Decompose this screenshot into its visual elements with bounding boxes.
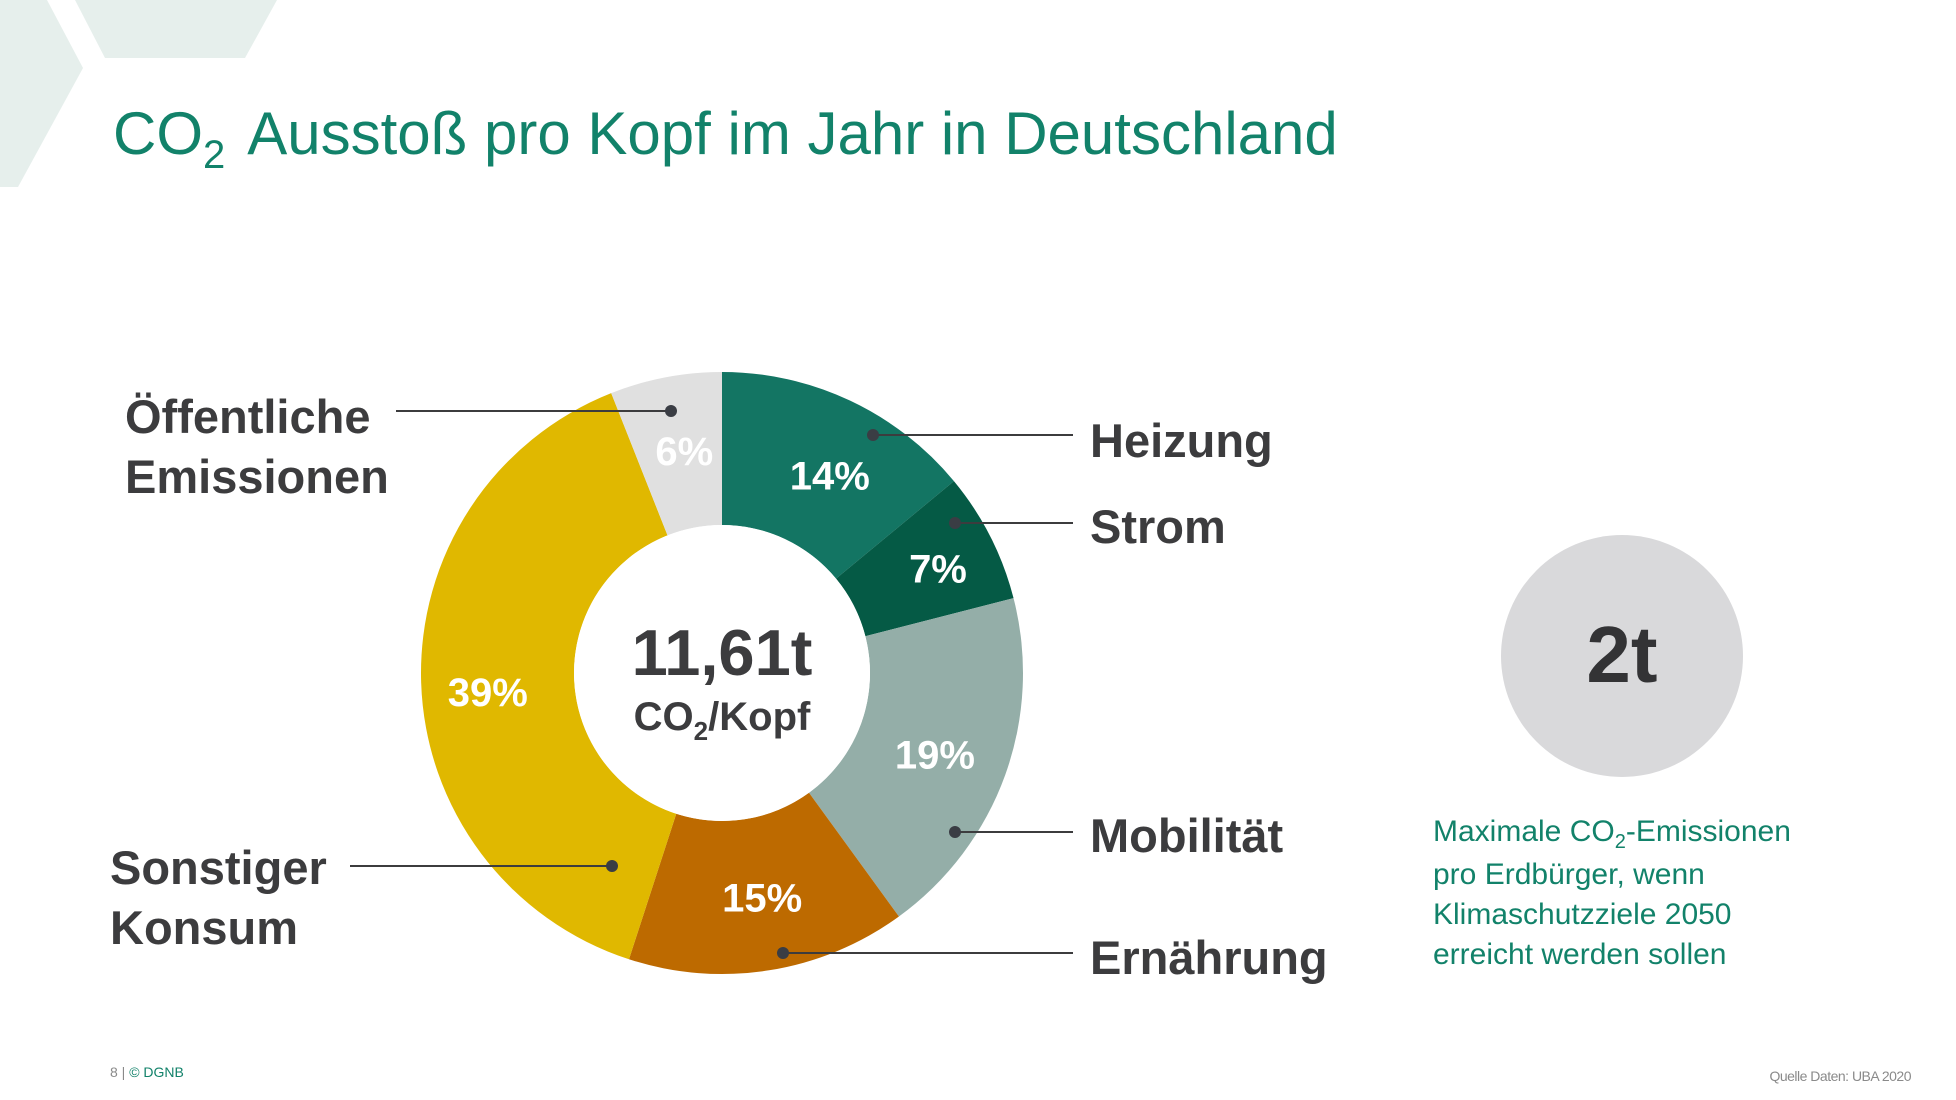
page-number: 8 | xyxy=(110,1064,126,1080)
leader-dot-strom xyxy=(949,517,961,529)
category-label-strom: Strom xyxy=(1090,497,1226,557)
total-value: 11,61t xyxy=(631,616,813,689)
copyright: © DGNB xyxy=(129,1064,184,1080)
category-label-line: Emissionen xyxy=(125,450,389,503)
goal-description: Maximale CO2-Emissionen pro Erdbürger, w… xyxy=(1433,812,1853,975)
source-note: Quelle Daten: UBA 2020 xyxy=(1769,1068,1911,1084)
value-label-mobilitat: 19% xyxy=(895,734,975,778)
category-label-sonstiger-konsum: Sonstiger Konsum xyxy=(110,838,327,958)
unit-co: CO xyxy=(633,695,694,739)
goal-circle xyxy=(1501,535,1743,777)
total-unit: CO2/Kopf xyxy=(572,694,872,746)
slice-sonstiger-konsum xyxy=(421,393,677,960)
category-label-offentliche-emissionen: Öffentliche Emissionen xyxy=(125,387,389,507)
decor-hexagons xyxy=(0,0,277,187)
title-subscript: 2 xyxy=(203,133,226,177)
leader-dot-heizung xyxy=(867,429,879,441)
page-title: CO2 Ausstoß pro Kopf im Jahr in Deutschla… xyxy=(113,98,1338,177)
slice-heizung xyxy=(722,372,954,579)
footer: 8 | © DGNB xyxy=(110,1064,184,1080)
slice-strom xyxy=(836,481,1014,637)
category-label-line: Mobilität xyxy=(1090,809,1284,862)
value-label-offentliche-emissionen: 6% xyxy=(655,430,713,474)
slice-mobilitat xyxy=(808,598,1023,917)
leader-dot-ernahrung xyxy=(777,947,789,959)
leader-dot-sonstiger-konsum xyxy=(606,860,618,872)
value-label-ernahrung: 15% xyxy=(722,876,802,920)
category-label-line: Öffentliche xyxy=(125,390,371,443)
leader-dot-mobilitat xyxy=(949,826,961,838)
leader-dot-offentliche-emissionen xyxy=(665,405,677,417)
slice-offentliche-emissionen xyxy=(611,372,722,536)
title-co: CO xyxy=(113,100,203,167)
unit-rest: /Kopf xyxy=(708,695,811,739)
title-rest: Ausstoß pro Kopf im Jahr in Deutschland xyxy=(247,100,1338,167)
donut-hole xyxy=(574,525,870,821)
value-label-heizung: 14% xyxy=(790,455,870,499)
hexagon-top xyxy=(75,0,277,58)
category-label-line: Sonstiger xyxy=(110,841,327,894)
goal-desc-line-1: Maximale CO2-Emissionen xyxy=(1433,815,1791,853)
hexagon-left xyxy=(0,0,83,187)
category-label-heizung: Heizung xyxy=(1090,411,1273,471)
category-label-line: Konsum xyxy=(110,901,298,954)
goal-desc-line-2: pro Erdbürger, wenn xyxy=(1433,858,1705,891)
category-label-line: Ernährung xyxy=(1090,931,1328,984)
category-label-line: Heizung xyxy=(1090,414,1273,467)
goal-value: 2t xyxy=(1586,610,1658,699)
goal-desc-line-3: Klimaschutzziele 2050 xyxy=(1433,898,1732,931)
value-label-sonstiger-konsum: 39% xyxy=(448,671,528,715)
slice-ernahrung xyxy=(628,792,899,974)
category-label-ernahrung: Ernährung xyxy=(1090,928,1328,988)
category-label-mobilitat: Mobilität xyxy=(1090,806,1283,866)
goal-desc-line-4: erreicht werden sollen xyxy=(1433,938,1727,971)
value-label-strom: 7% xyxy=(909,547,967,591)
unit-subscript: 2 xyxy=(693,716,709,746)
category-label-line: Strom xyxy=(1090,500,1226,553)
